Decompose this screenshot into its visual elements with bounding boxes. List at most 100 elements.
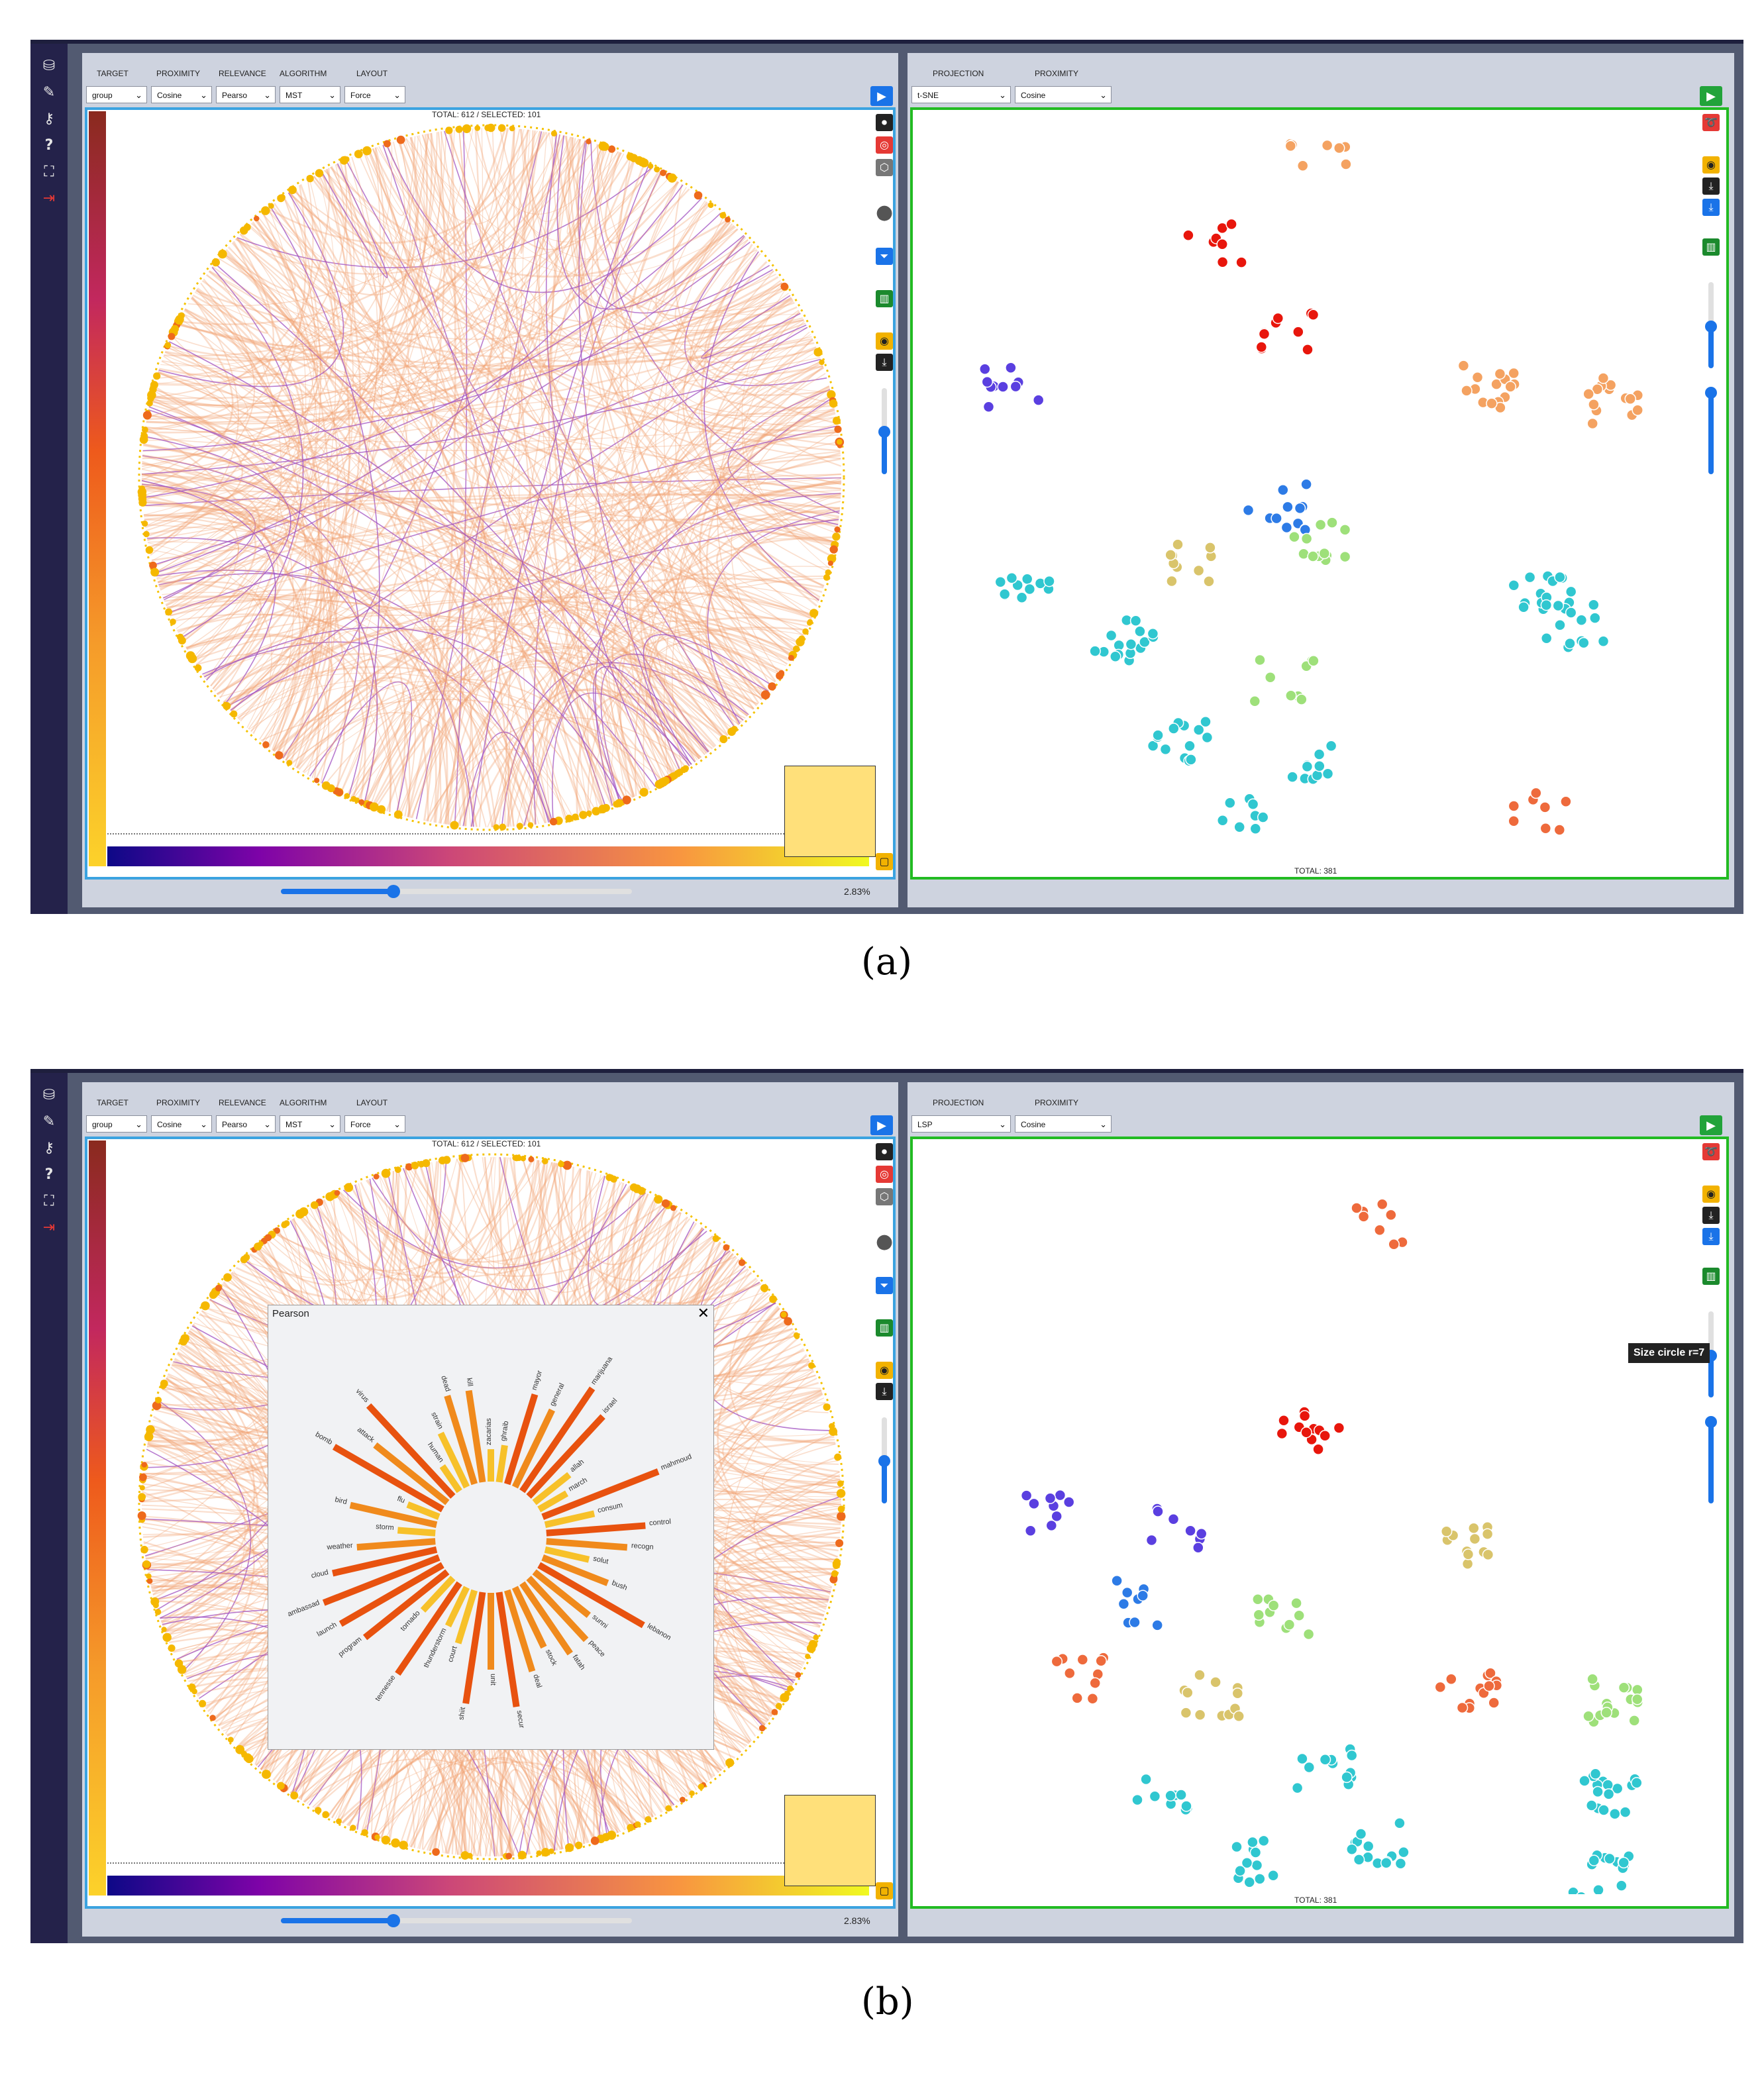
record-icon[interactable]: ⏺: [876, 1143, 893, 1160]
opacity-slider-knob[interactable]: [1705, 1416, 1717, 1428]
chart-icon[interactable]: ▥: [1702, 238, 1720, 256]
target-icon[interactable]: ◎: [876, 136, 893, 154]
hierarchical-edge-bundling-graph[interactable]: [134, 117, 862, 852]
database-icon[interactable]: ⛁: [42, 1087, 56, 1103]
graph-node: [586, 810, 592, 817]
opacity-slider-knob[interactable]: [1705, 387, 1717, 399]
graph-node: [825, 569, 831, 576]
zoom-slider-track[interactable]: [281, 889, 632, 894]
database-icon[interactable]: ⛁: [42, 58, 56, 74]
camera-icon[interactable]: ◉: [876, 1362, 893, 1379]
logout-icon[interactable]: ⇥: [42, 190, 56, 207]
zoom-slider-track[interactable]: [281, 1918, 632, 1923]
download-icon[interactable]: ⤓: [876, 1383, 893, 1400]
scatter-projection[interactable]: [913, 1139, 1694, 1894]
edge: [197, 287, 448, 825]
minimap[interactable]: [784, 1795, 876, 1886]
radial-label: peace: [588, 1639, 607, 1658]
target-icon[interactable]: ◎: [876, 1166, 893, 1183]
chart-icon[interactable]: ▥: [876, 1319, 893, 1337]
algorithm-select[interactable]: MST ⌄: [280, 1115, 340, 1133]
dot-icon[interactable]: ●: [876, 201, 894, 224]
sidebar: ⛁ ✎ ⚷ ? ⛶ ⇥: [30, 1073, 68, 1943]
projection-point: [1303, 1761, 1316, 1774]
projection-select[interactable]: LSP ⌄: [911, 1115, 1011, 1133]
algorithm-select[interactable]: MST ⌄: [280, 86, 340, 103]
cube-icon[interactable]: ⬡: [876, 1188, 893, 1205]
relevance-select[interactable]: Pearso ⌄: [216, 1115, 276, 1133]
square-icon[interactable]: ▢: [876, 853, 893, 870]
layout-select[interactable]: Force ⌄: [344, 86, 405, 103]
key-icon[interactable]: ⚷: [43, 111, 55, 127]
proximity-select[interactable]: Cosine ⌄: [1015, 86, 1112, 103]
filter-icon[interactable]: ⏷: [876, 248, 893, 265]
download-icon[interactable]: ⤓: [876, 354, 893, 371]
cube-icon[interactable]: ⬡: [876, 159, 893, 176]
proximity-select[interactable]: Cosine ⌄: [1015, 1115, 1112, 1133]
graph-canvas[interactable]: TOTAL: 612 / SELECTED: 101 Pearson ✕ zac…: [85, 1137, 896, 1909]
edit-icon[interactable]: ✎: [42, 1113, 56, 1130]
edge: [141, 474, 764, 697]
projection-select[interactable]: t-SNE ⌄: [911, 86, 1011, 103]
camera-icon[interactable]: ◉: [1702, 1186, 1720, 1203]
relevance-select[interactable]: Pearso ⌄: [216, 86, 276, 103]
edge: [640, 605, 783, 739]
chart-icon[interactable]: ▥: [876, 290, 893, 307]
pearson-popup[interactable]: Pearson ✕ zacarias ghraib mayor general mari…: [268, 1305, 714, 1750]
help-icon[interactable]: ?: [44, 137, 54, 154]
play-button[interactable]: ▶: [870, 1115, 893, 1135]
dot-icon[interactable]: ●: [876, 1230, 894, 1253]
close-icon[interactable]: ✕: [697, 1305, 709, 1322]
play-button[interactable]: ▶: [870, 86, 893, 106]
radial-label: tennesse: [374, 1674, 397, 1703]
graph-canvas[interactable]: TOTAL: 612 / SELECTED: 101 ⏺ ◎ ⬡ ● ⏷ ▥ ◉…: [85, 107, 896, 880]
proximity-select[interactable]: Cosine ⌄: [151, 86, 212, 103]
graph-node: [834, 1453, 842, 1461]
zoom-slider-knob[interactable]: [387, 885, 400, 898]
target-select[interactable]: group ⌄: [86, 86, 147, 103]
graph-node: [137, 1511, 146, 1521]
key-icon[interactable]: ⚷: [43, 1140, 55, 1156]
download-icon[interactable]: ⤓: [1702, 1207, 1720, 1224]
scatter-projection[interactable]: [913, 110, 1694, 865]
graph-node: [592, 807, 601, 816]
download-icon[interactable]: ⤓: [1702, 177, 1720, 195]
play-button[interactable]: ▶: [1700, 1115, 1722, 1135]
lasso-icon[interactable]: ➰: [1702, 1143, 1720, 1160]
edge: [142, 1441, 262, 1503]
square-icon[interactable]: ▢: [876, 1882, 893, 1899]
layout-select[interactable]: Force ⌄: [344, 1115, 405, 1133]
projection-canvas[interactable]: TOTAL: 381 ➰ ◉ ⤓ ⤓ ▥: [910, 107, 1729, 880]
edge: [741, 288, 830, 569]
download-alt-icon[interactable]: ⤓: [1702, 199, 1720, 216]
graph-node: [719, 212, 727, 219]
graph-node: [548, 1848, 554, 1854]
edit-icon[interactable]: ✎: [42, 84, 56, 101]
edge: [378, 146, 762, 701]
lasso-icon[interactable]: ➰: [1702, 114, 1720, 131]
play-button[interactable]: ▶: [1700, 86, 1722, 106]
camera-icon[interactable]: ◉: [1702, 156, 1720, 174]
download-alt-icon[interactable]: ⤓: [1702, 1228, 1720, 1245]
logout-icon[interactable]: ⇥: [42, 1219, 56, 1236]
edge: [375, 367, 825, 809]
projection-canvas[interactable]: TOTAL: 381 ➰ ◉ ⤓ ⤓ ▥ Size circle r=7: [910, 1137, 1729, 1909]
edge: [142, 181, 679, 497]
filter-icon[interactable]: ⏷: [876, 1277, 893, 1294]
size-slider-knob[interactable]: [878, 426, 890, 438]
fullscreen-icon[interactable]: ⛶: [44, 1193, 54, 1209]
proximity-select[interactable]: Cosine ⌄: [151, 1115, 212, 1133]
graph-node: [369, 802, 379, 812]
chart-icon[interactable]: ▥: [1702, 1268, 1720, 1285]
size-slider-knob[interactable]: [1705, 321, 1717, 332]
fullscreen-icon[interactable]: ⛶: [44, 164, 54, 180]
edge: [334, 1175, 605, 1260]
target-select[interactable]: group ⌄: [86, 1115, 147, 1133]
zoom-slider-knob[interactable]: [387, 1914, 400, 1927]
edge: [715, 385, 830, 618]
camera-icon[interactable]: ◉: [876, 332, 893, 350]
size-slider-knob[interactable]: [878, 1455, 890, 1467]
record-icon[interactable]: ⏺: [876, 114, 893, 131]
minimap[interactable]: [784, 766, 876, 857]
help-icon[interactable]: ?: [44, 1166, 54, 1183]
